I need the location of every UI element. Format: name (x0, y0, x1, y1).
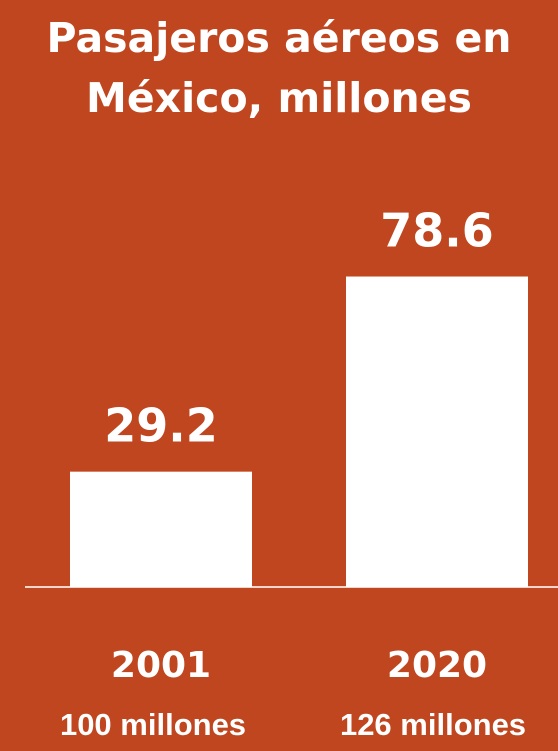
chart-title-line-2: México, millones (86, 74, 472, 122)
bar-2020 (346, 276, 528, 587)
footnote-2001: 100 millones (59, 707, 247, 742)
chart-title-line-1: Pasajeros aéreos en (46, 14, 512, 62)
bar-2001 (70, 471, 252, 587)
value-label-2001: 29.2 (104, 399, 218, 453)
value-label-2020: 78.6 (380, 204, 494, 258)
footnote-2020: 126 millones (339, 707, 527, 742)
category-label-2001: 2001 (111, 645, 211, 686)
chart-title: Pasajeros aéreos en México, millones (0, 8, 558, 128)
category-label-2020: 2020 (387, 645, 487, 686)
